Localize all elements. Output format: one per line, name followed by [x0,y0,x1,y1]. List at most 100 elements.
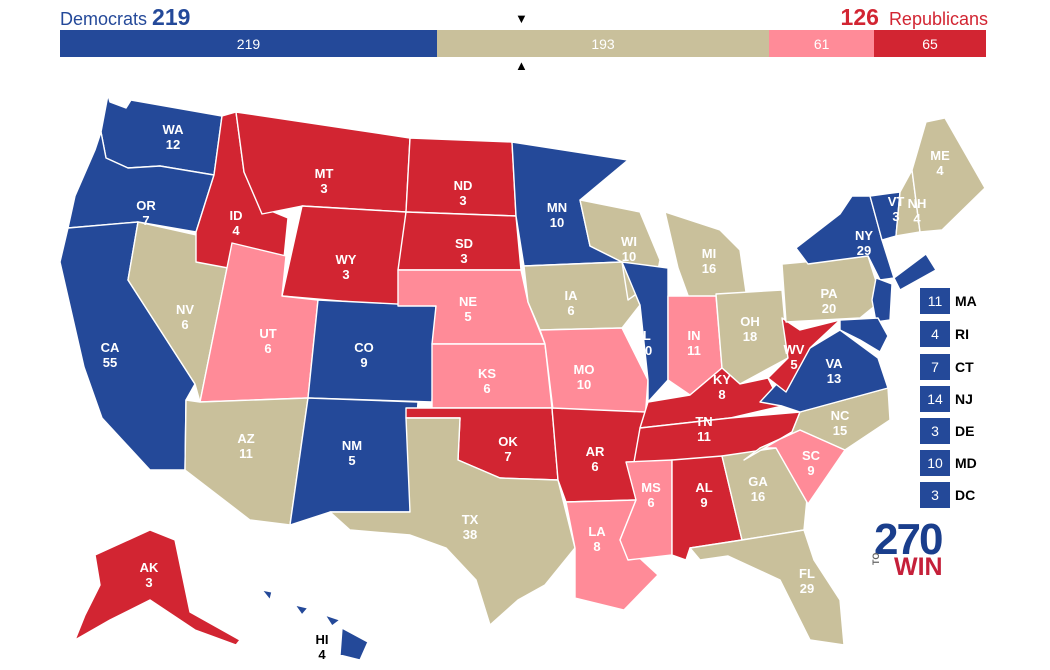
state-ev-ia: 6 [567,303,574,318]
state-label-vt: VT [888,194,905,209]
bar-segment-safe-rep[interactable]: 65 [874,30,986,57]
state-label-mt: MT [315,166,334,181]
logo-win: WIN [894,553,943,581]
small-state-box-de[interactable]: 3 [920,418,950,444]
state-label-wi: WI [621,234,637,249]
small-state-box-dc[interactable]: 3 [920,482,950,508]
state-label-az: AZ [237,431,254,446]
state-ev-me: 4 [936,163,944,178]
state-ev-wi: 10 [622,249,636,264]
state-ev-ok: 7 [504,449,511,464]
state-label-ca: CA [101,340,120,355]
state-ev-sd: 3 [460,251,467,266]
state-label-or: OR [136,198,156,213]
small-state-box-ma[interactable]: 11 [920,288,950,314]
state-ev-ak: 3 [145,575,152,590]
state-ev-va: 13 [827,371,841,386]
state-label-nm: NM [342,438,362,453]
democrats-total: 219 [152,4,191,30]
state-ev-mn: 10 [550,215,564,230]
small-state-box-md[interactable]: 10 [920,450,950,476]
state-ev-wa: 12 [166,137,180,152]
small-state-box-ri[interactable]: 4 [920,321,950,347]
state-shape-nj[interactable] [871,277,893,323]
state-shape-md[interactable] [839,317,889,353]
state-ev-vt: 3 [892,209,899,224]
republicans-header: 126 Republicans [841,2,988,34]
majority-marker-top-icon: ▼ [515,11,528,26]
logo-number: 270 [874,515,943,564]
state-label-mo: MO [574,362,595,377]
state-shape-tx[interactable] [329,417,576,626]
state-shape-ia[interactable] [523,261,641,331]
small-state-label-ri: RI [955,326,969,342]
small-state-box-ct[interactable]: 7 [920,354,950,380]
state-ev-ga: 16 [751,489,765,504]
state-shape-wv[interactable] [767,317,841,393]
democrats-header: Democrats 219 [60,2,190,34]
state-ev-or: 7 [142,213,149,228]
small-state-label-de: DE [955,423,975,439]
electoral-vote-bar: 219 193 61 65 [60,30,986,57]
logo-to: TO [871,552,881,565]
democrats-label: Democrats [60,9,148,29]
state-shape-me[interactable] [911,117,986,233]
state-shape-ny[interactable] [795,195,895,281]
state-ev-tx: 38 [463,527,477,542]
small-state-box-nj[interactable]: 14 [920,386,950,412]
state-ev-nv: 6 [181,317,188,332]
state-label-ms: MS [641,480,661,495]
bar-segment-tossup[interactable]: 193 [436,30,770,57]
state-label-nc: NC [831,408,850,423]
small-state-label-ma: MA [955,293,977,309]
state-shape-nc[interactable] [743,387,891,461]
state-label-va: VA [825,356,843,371]
state-ev-mt: 3 [320,181,327,196]
small-state-label-ct: CT [955,359,974,375]
majority-marker-bottom-icon: ▲ [515,58,528,73]
state-shape-wa[interactable] [100,94,223,176]
state-ev-ky: 8 [718,387,725,402]
state-ev-pa: 20 [822,301,836,316]
270towin-logo[interactable]: 270 TO WIN [870,518,950,584]
state-ev-wy: 3 [342,267,349,282]
state-ev-nm: 5 [348,453,355,468]
state-shape-oh[interactable] [715,289,789,385]
state-ev-fl: 29 [800,581,814,596]
state-ev-nh: 4 [913,211,921,226]
state-label-me: ME [930,148,950,163]
state-label-la: LA [588,524,606,539]
small-state-label-dc: DC [955,487,976,503]
state-label-nv: NV [176,302,194,317]
republicans-label: Republicans [888,9,988,29]
state-ev-az: 11 [239,446,253,461]
state-shape-mt[interactable] [235,111,411,215]
state-label-sc: SC [802,448,821,463]
state-shape-az[interactable] [184,397,309,526]
state-shape-ga[interactable] [721,447,809,541]
state-ev-tn: 11 [697,429,711,444]
state-shape-ak[interactable] [74,529,241,646]
bar-segment-lean-rep[interactable]: 61 [769,30,875,57]
state-label-al: AL [695,480,712,495]
state-label-tx: TX [462,512,479,527]
state-shape-va[interactable] [759,329,889,413]
state-ev-id: 4 [232,223,240,238]
state-label-oh: OH [740,314,760,329]
state-label-wv: WV [784,342,805,357]
state-shape-fl[interactable] [689,529,845,646]
bar-segment-safe-dem[interactable]: 219 [60,30,437,57]
state-ev-ks: 6 [483,381,490,396]
state-label-ny: NY [855,228,873,243]
state-label-sd: SD [455,236,473,251]
state-shape-ma-region[interactable] [893,253,937,291]
state-label-ar: AR [586,444,605,459]
state-label-ga: GA [748,474,768,489]
state-label-wy: WY [336,252,357,267]
state-label-nd: ND [454,178,473,193]
state-label-pa: PA [820,286,838,301]
state-ev-al: 9 [700,495,707,510]
state-shape-hi[interactable] [261,589,369,661]
state-label-mi: MI [702,246,716,261]
